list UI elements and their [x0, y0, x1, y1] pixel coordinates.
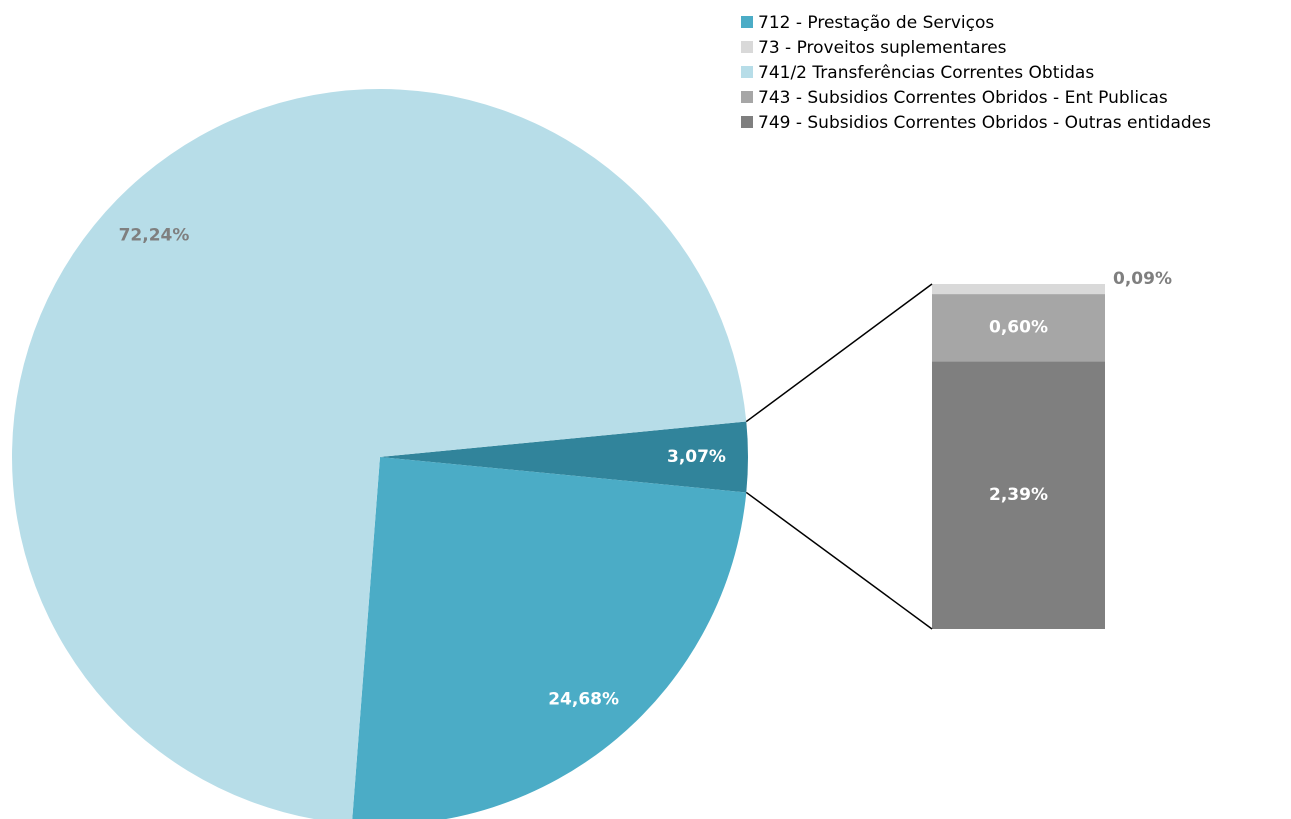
legend-swatch: [741, 66, 753, 78]
legend-swatch: [741, 16, 753, 28]
legend-label: 73 - Proveitos suplementares: [758, 38, 1007, 58]
data-label: 0,60%: [989, 318, 1048, 338]
connector: [745, 283, 933, 423]
pie-slice: [12, 89, 747, 819]
legend-swatch: [741, 41, 753, 53]
legend-swatch: [741, 91, 753, 103]
legend-label: 741/2 Transferências Correntes Obtidas: [758, 63, 1094, 83]
connector: [745, 491, 933, 630]
data-label: 0,09%: [1113, 269, 1172, 289]
data-label: 72,24%: [119, 225, 190, 245]
data-label: 3,07%: [667, 447, 726, 467]
bar-segment: [932, 284, 1105, 295]
legend-label: 743 - Subsidios Correntes Obridos - Ent …: [758, 88, 1168, 108]
legend-label: 749 - Subsidios Correntes Obridos - Outr…: [758, 113, 1211, 133]
data-label: 2,39%: [989, 485, 1048, 505]
data-label: 24,68%: [548, 689, 619, 709]
bar-segment: [932, 294, 1105, 362]
legend-label: 712 - Prestação de Serviços: [758, 13, 994, 33]
pie-slice: [352, 457, 747, 819]
legend-swatch: [741, 116, 753, 128]
pie-slice: [380, 421, 749, 493]
bar-segment: [932, 361, 1105, 629]
